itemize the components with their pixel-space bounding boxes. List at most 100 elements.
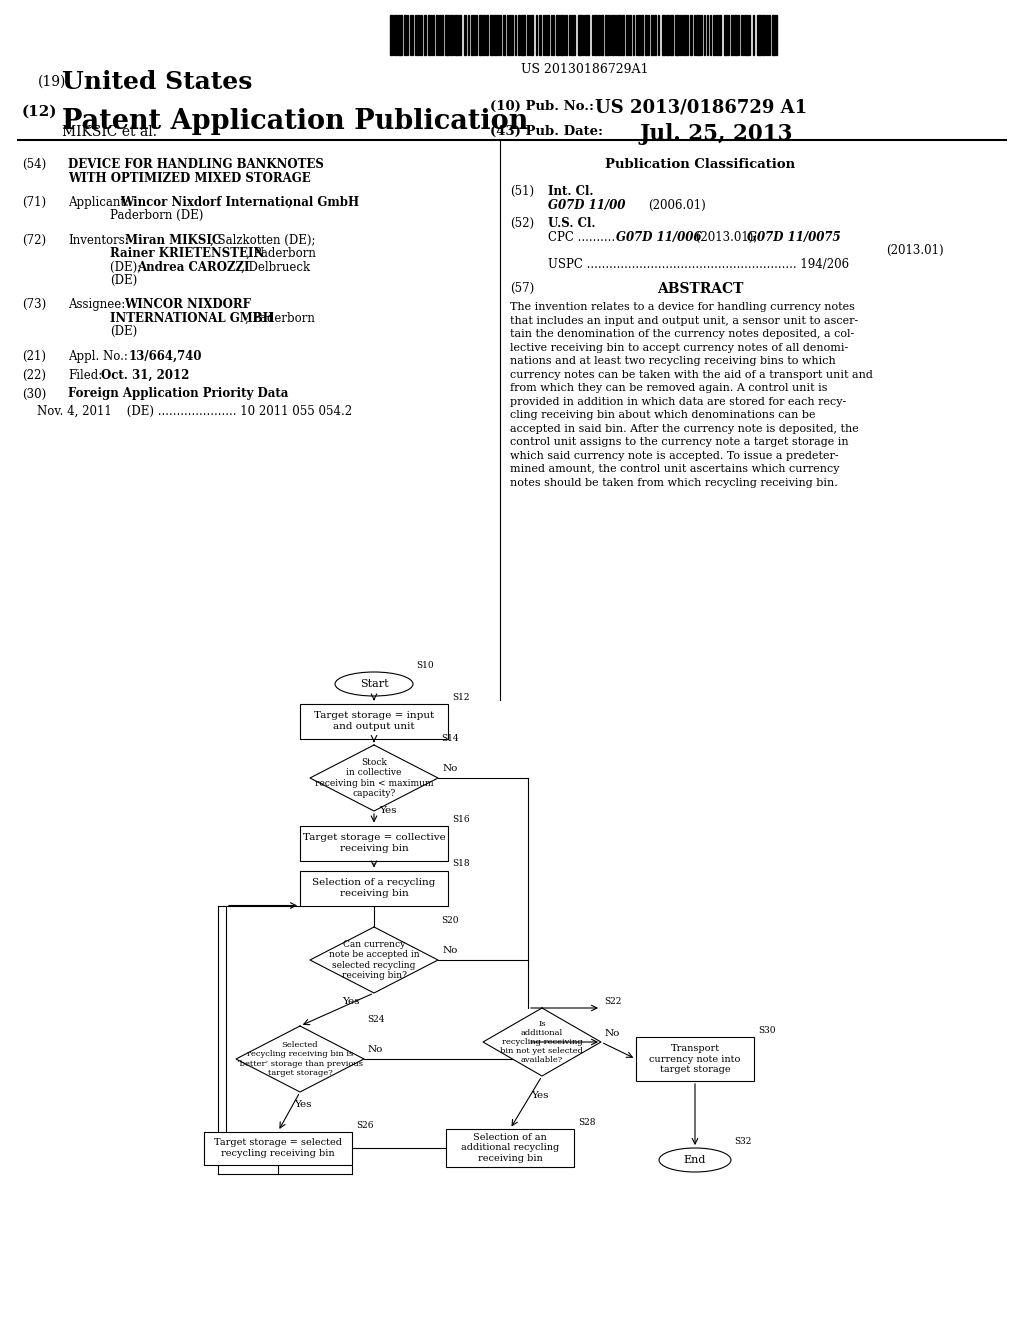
Text: S30: S30	[758, 1026, 775, 1035]
Polygon shape	[483, 1008, 601, 1076]
Text: Is
additional
recycling receiving
bin not yet selected
available?: Is additional recycling receiving bin no…	[501, 1019, 584, 1064]
Bar	[539, 15, 541, 55]
Polygon shape	[310, 927, 438, 993]
Text: Publication Classification: Publication Classification	[605, 158, 795, 172]
Bar	[716, 15, 718, 55]
Text: Transport
currency note into
target storage: Transport currency note into target stor…	[649, 1044, 740, 1074]
Text: WITH OPTIMIZED MIXED STORAGE: WITH OPTIMIZED MIXED STORAGE	[68, 172, 310, 185]
Text: (54): (54)	[22, 158, 46, 172]
Text: S10: S10	[416, 661, 433, 671]
Bar	[300, 870, 449, 906]
Text: Yes: Yes	[379, 807, 396, 816]
Text: ABSTRACT: ABSTRACT	[656, 282, 743, 296]
Bar	[731, 15, 733, 55]
Text: Patent Application Publication: Patent Application Publication	[62, 108, 528, 135]
Text: No: No	[605, 1030, 621, 1038]
Text: US 20130186729A1: US 20130186729A1	[521, 63, 649, 77]
Text: Filed:: Filed:	[68, 368, 102, 381]
Text: (DE): (DE)	[110, 275, 137, 286]
Text: S16: S16	[452, 814, 470, 824]
Bar	[420, 15, 422, 55]
Bar	[675, 15, 679, 55]
Text: (22): (22)	[22, 368, 46, 381]
Text: (72): (72)	[22, 234, 46, 247]
Text: (51): (51)	[510, 185, 535, 198]
Text: control unit assigns to the currency note a target storage in: control unit assigns to the currency not…	[510, 437, 849, 447]
Text: that includes an input and output unit, a sensor unit to ascer-: that includes an input and output unit, …	[510, 315, 858, 326]
Text: (71): (71)	[22, 195, 46, 209]
Bar	[531, 15, 534, 55]
Bar	[459, 15, 461, 55]
Text: (43) Pub. Date:: (43) Pub. Date:	[490, 125, 603, 139]
Bar	[617, 15, 621, 55]
Bar	[471, 15, 473, 55]
Text: INTERNATIONAL GMBH: INTERNATIONAL GMBH	[110, 312, 273, 325]
Text: Start: Start	[359, 678, 388, 689]
Text: United States: United States	[62, 70, 252, 94]
Text: provided in addition in which data are stored for each recy-: provided in addition in which data are s…	[510, 397, 846, 407]
Text: Jul. 25, 2013: Jul. 25, 2013	[640, 123, 794, 145]
Bar	[204, 1131, 352, 1164]
Text: G07D 11/00: G07D 11/00	[548, 198, 626, 211]
Text: Target storage = input
and output unit: Target storage = input and output unit	[314, 711, 434, 731]
Text: Foreign Application Priority Data: Foreign Application Priority Data	[68, 388, 289, 400]
Text: Applicant:: Applicant:	[68, 195, 129, 209]
Text: S20: S20	[441, 916, 459, 925]
Text: Wincor Nixdorf International GmbH: Wincor Nixdorf International GmbH	[120, 195, 359, 209]
Bar	[560, 15, 563, 55]
Text: nations and at least two recycling receiving bins to which: nations and at least two recycling recei…	[510, 356, 836, 367]
Text: WINCOR NIXDORF: WINCOR NIXDORF	[124, 298, 251, 312]
Ellipse shape	[335, 672, 413, 696]
Text: G07D 11/0075: G07D 11/0075	[746, 231, 841, 244]
Text: Selection of an
additional recycling
receiving bin: Selection of an additional recycling rec…	[461, 1133, 559, 1163]
Text: (DE);: (DE);	[110, 260, 145, 273]
Bar	[605, 15, 609, 55]
Bar	[645, 15, 647, 55]
Polygon shape	[310, 744, 438, 810]
Text: (57): (57)	[510, 282, 535, 296]
Text: DEVICE FOR HANDLING BANKNOTES: DEVICE FOR HANDLING BANKNOTES	[68, 158, 324, 172]
Bar	[601, 15, 603, 55]
Bar	[622, 15, 624, 55]
Text: No: No	[443, 764, 459, 774]
Text: S26: S26	[356, 1121, 374, 1130]
Bar	[547, 15, 549, 55]
Bar	[479, 15, 482, 55]
Text: notes should be taken from which recycling receiving bin.: notes should be taken from which recycli…	[510, 478, 838, 488]
Bar	[762, 15, 764, 55]
Text: (21): (21)	[22, 350, 46, 363]
Text: Stock
in collective
receiving bin < maximum
capacity?: Stock in collective receiving bin < maxi…	[314, 758, 433, 799]
Bar	[455, 15, 458, 55]
Text: CPC ..........: CPC ..........	[548, 231, 618, 244]
Text: S14: S14	[441, 734, 459, 743]
Bar	[757, 15, 761, 55]
Text: Appl. No.:: Appl. No.:	[68, 350, 128, 363]
Text: Miran MIKSIC: Miran MIKSIC	[125, 234, 221, 247]
Text: S28: S28	[578, 1118, 596, 1127]
Bar	[556, 15, 559, 55]
Text: Yes: Yes	[531, 1090, 549, 1100]
Bar	[300, 704, 449, 738]
Text: Target storage = collective
receiving bin: Target storage = collective receiving bi…	[303, 833, 445, 853]
Text: (10) Pub. No.:: (10) Pub. No.:	[490, 100, 594, 114]
Text: Assignee:: Assignee:	[68, 298, 125, 312]
Bar	[684, 15, 686, 55]
Bar	[571, 15, 573, 55]
Bar	[626, 15, 628, 55]
Bar	[772, 15, 775, 55]
Text: cling receiving bin about which denominations can be: cling receiving bin about which denomina…	[510, 411, 815, 421]
Text: Inventors:: Inventors:	[68, 234, 129, 247]
Bar	[662, 15, 665, 55]
Text: S12: S12	[452, 693, 469, 701]
Bar	[490, 15, 493, 55]
Text: , Salzkotten (DE);: , Salzkotten (DE);	[210, 234, 315, 247]
Bar	[521, 15, 525, 55]
Text: Selection of a recycling
receiving bin: Selection of a recycling receiving bin	[312, 878, 435, 898]
Text: (30): (30)	[22, 388, 46, 400]
Bar	[417, 15, 419, 55]
Bar	[594, 15, 597, 55]
Bar	[666, 15, 669, 55]
Bar	[483, 15, 485, 55]
Bar	[745, 15, 748, 55]
Text: Andrea CAROZZI: Andrea CAROZZI	[137, 260, 250, 273]
